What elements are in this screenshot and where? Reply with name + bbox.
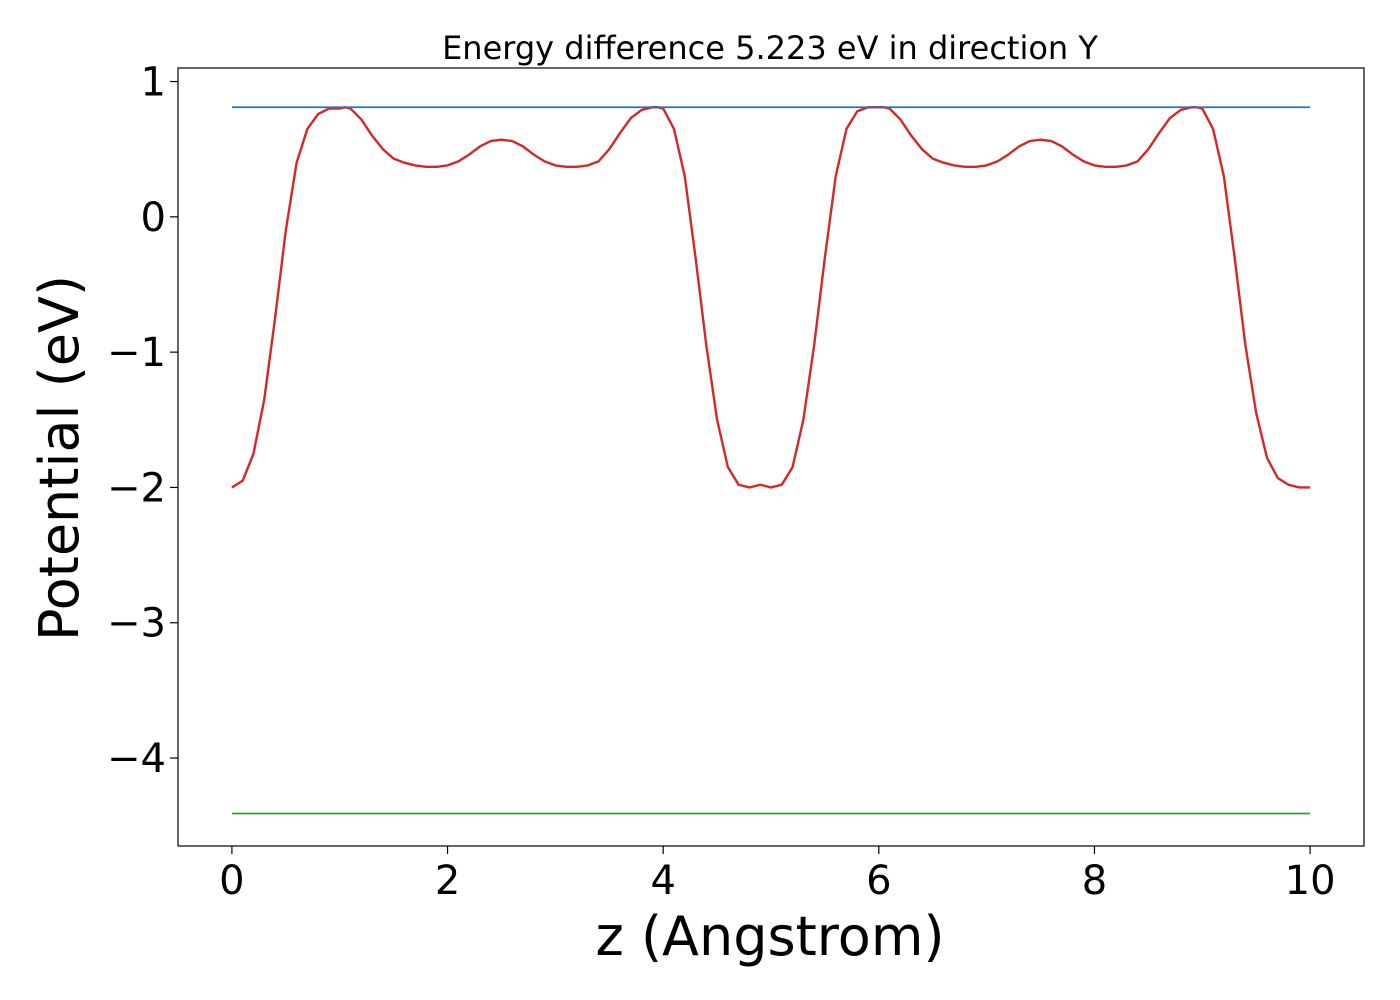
x-tick-label: 2 (435, 858, 460, 904)
y-tick-label: −2 (107, 465, 166, 511)
y-tick-label: 0 (141, 195, 166, 241)
plot-frame (177, 67, 1365, 847)
y-tick-label: −4 (107, 736, 166, 782)
series-line-0 (231, 106, 1311, 489)
x-tick-label: 6 (866, 858, 891, 904)
x-axis-label: z (Angstrom) (595, 905, 944, 968)
series-layer (231, 106, 1311, 815)
chart-title: Energy difference 5.223 eV in direction … (442, 29, 1098, 67)
x-tick-label: 4 (650, 858, 675, 904)
y-tick-label: 1 (141, 60, 166, 106)
x-tick-label: 8 (1082, 858, 1107, 904)
y-axis-label: Potential (eV) (28, 275, 91, 641)
plot-area (177, 67, 1365, 847)
x-tick-label: 0 (219, 858, 244, 904)
y-axis: 1 0 −1 −2 −3 −4 (107, 60, 178, 782)
x-axis: 0 2 4 6 8 10 (219, 846, 1336, 904)
x-tick-label: 10 (1285, 858, 1336, 904)
y-tick-label: −3 (107, 601, 166, 647)
y-tick-label: −1 (107, 330, 166, 376)
